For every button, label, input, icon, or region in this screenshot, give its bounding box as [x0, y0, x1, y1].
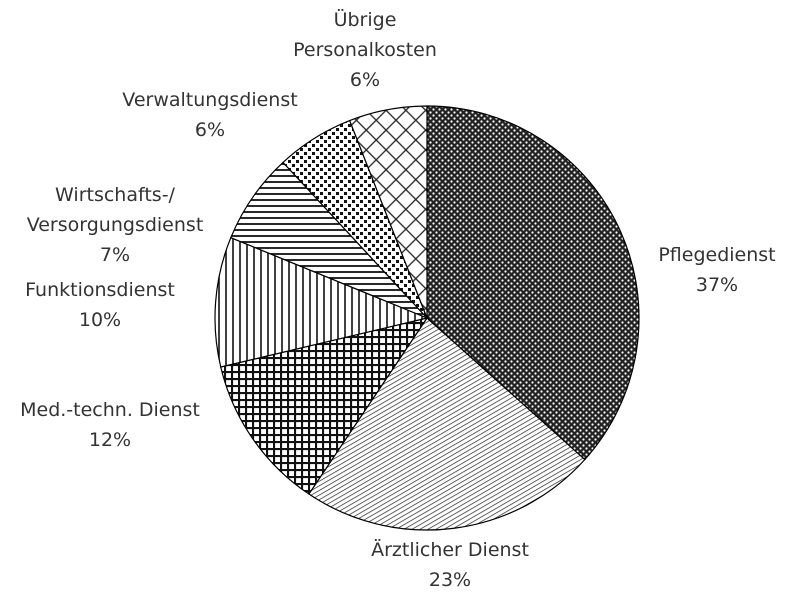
slice-label: Ärztlicher Dienst 23%: [371, 535, 529, 595]
category-label: Ärztlicher Dienst: [371, 539, 529, 561]
value-label: 10%: [78, 309, 122, 331]
category-label: Übrige Personalkosten: [293, 9, 437, 61]
category-label: Pflegedienst: [658, 244, 776, 266]
slice-label: Med.-techn. Dienst 12%: [20, 395, 200, 455]
pie-slice: [308, 317, 586, 531]
pie-slice: [348, 105, 428, 319]
slice-label: Funktionsdienst 10%: [25, 275, 175, 335]
slice-label: Pflegedienst 37%: [658, 240, 775, 300]
value-label: 12%: [88, 429, 132, 451]
pie-slice: [214, 236, 429, 368]
pie-slice: [426, 105, 640, 461]
slice-label: Wirtschafts-/ Versorgungsdienst 7%: [27, 180, 204, 270]
slice-label: Übrige Personalkosten 6%: [293, 5, 437, 95]
value-label: 7%: [99, 244, 131, 266]
slice-label: Verwaltungsdienst 6%: [122, 85, 297, 145]
category-label: Wirtschafts-/ Versorgungsdienst: [26, 184, 204, 236]
value-label: 37%: [695, 274, 739, 296]
category-label: Funktionsdienst: [25, 279, 175, 301]
value-label: 6%: [349, 69, 381, 91]
pie-slice: [220, 317, 429, 495]
value-label: 6%: [194, 119, 226, 141]
value-label: 23%: [428, 569, 472, 591]
category-label: Verwaltungsdienst: [122, 89, 298, 111]
category-label: Med.-techn. Dienst: [20, 399, 200, 421]
